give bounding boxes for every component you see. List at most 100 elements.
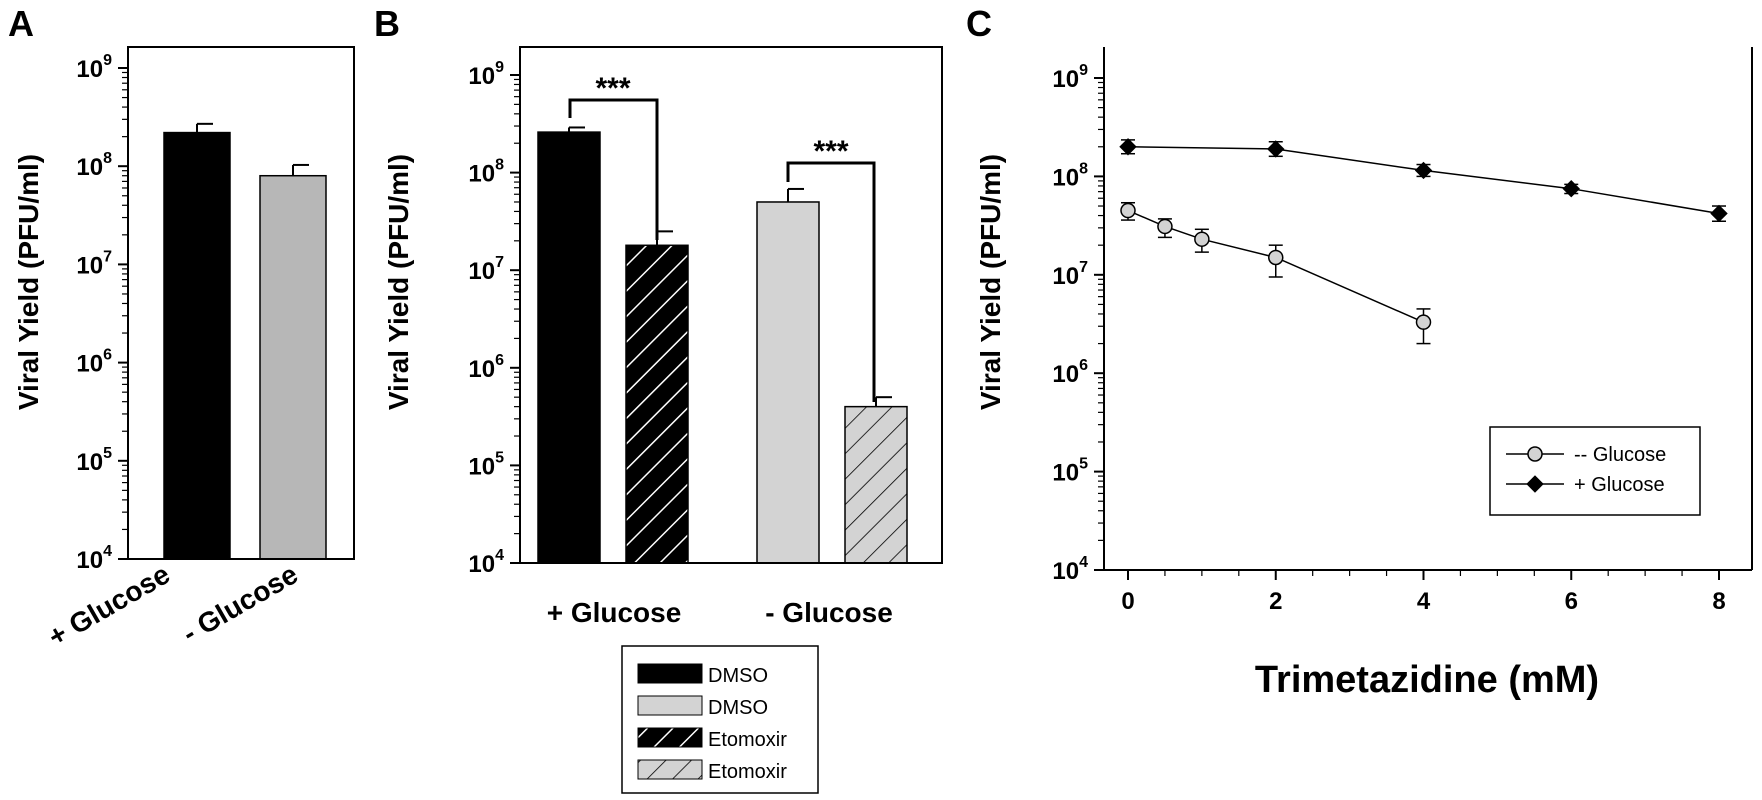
x-tick-label: 8 <box>1712 588 1725 615</box>
bracket-glucose-plus <box>568 98 659 240</box>
y-axis-label-a: Viral Yield (PFU/ml) <box>13 154 44 410</box>
x-tick-label-b-glucose-minus: - Glucose <box>765 597 893 628</box>
y-tick-label: 109 <box>76 52 112 83</box>
x-tick-label-a-glucose-minus: - Glucose <box>177 558 303 649</box>
legend-b: DMSO DMSO Etomoxir Etomoxir <box>621 645 819 794</box>
y-tick-exp: 6 <box>103 347 112 364</box>
data-point <box>1268 249 1284 266</box>
cat-label-a-plus: + Glucose <box>43 558 175 652</box>
legend-swatch <box>637 759 703 780</box>
y-tick-base: 10 <box>76 56 103 83</box>
x-tick-label: 4 <box>1417 588 1431 615</box>
x-axis-label-c: Trimetazidine (mM) <box>1255 659 1599 701</box>
y-tick-base: 10 <box>76 351 103 378</box>
y-tick-label: 108 <box>76 150 112 181</box>
series-line <box>1127 146 1720 215</box>
y-tick-label: 107 <box>468 254 504 285</box>
y-tick-label: 105 <box>76 445 112 476</box>
x-tick-label: 2 <box>1269 588 1282 615</box>
y-tick-exp: 7 <box>103 248 112 265</box>
panel-letter-c: C <box>966 3 992 44</box>
y-tick-label: 104 <box>76 543 112 574</box>
y-tick-base: 10 <box>76 449 103 476</box>
y-tick-exp: 9 <box>103 52 112 69</box>
y-tick-exp: 4 <box>1079 554 1088 571</box>
significance-glucose-plus: *** <box>595 72 630 105</box>
y-tick-label: 109 <box>1052 62 1088 93</box>
y-tick-base: 10 <box>1052 460 1079 487</box>
y-tick-exp: 8 <box>1079 160 1088 177</box>
bar-plus-etomoxir <box>625 244 689 564</box>
x-tick-label: 6 <box>1565 588 1578 615</box>
legend-swatch <box>637 695 703 716</box>
data-point <box>1119 138 1137 156</box>
y-tick-exp: 7 <box>1079 259 1088 276</box>
y-tick-exp: 9 <box>1079 62 1088 79</box>
panel-letter-b: B <box>374 3 400 44</box>
y-tick-base: 10 <box>468 63 495 90</box>
cat-label-a-minus: - Glucose <box>177 558 303 649</box>
y-tick-base: 10 <box>1052 164 1079 191</box>
y-tick-label: 106 <box>76 347 112 378</box>
y-tick-base: 10 <box>1052 361 1079 388</box>
data-point <box>1120 202 1136 219</box>
bars-a <box>163 122 327 560</box>
legend-box-c <box>1489 426 1701 516</box>
series-plus-glucose <box>1119 138 1728 223</box>
y-tick-exp: 9 <box>495 59 504 76</box>
plot-frame-b <box>519 46 943 564</box>
y-axis-label-b: Viral Yield (PFU/ml) <box>383 154 414 410</box>
legend-label: Etomoxir <box>708 729 787 751</box>
data-point <box>1710 204 1728 223</box>
bar-glucose-minus <box>259 174 327 560</box>
y-tick-label: 108 <box>1052 160 1088 191</box>
y-tick-base: 10 <box>468 551 495 578</box>
bar-minus-dmso <box>756 201 820 564</box>
y-tick-base: 10 <box>1052 66 1079 93</box>
bar-minus-etomoxir <box>844 405 908 564</box>
y-tick-base: 10 <box>468 453 495 480</box>
legend-marker <box>1527 446 1543 462</box>
y-axis-label-c: Viral Yield (PFU/ml) <box>975 154 1006 410</box>
y-tick-label: 109 <box>468 59 504 90</box>
bars-b <box>537 126 908 564</box>
y-tick-exp: 6 <box>1079 357 1088 374</box>
y-tick-exp: 7 <box>495 254 504 271</box>
panel-c: Viral Yield (PFU/ml) 104105106107108109 … <box>975 47 1753 701</box>
y-tick-label: 106 <box>468 352 504 383</box>
significance-brackets-b: *** *** <box>568 72 876 402</box>
panel-a: Viral Yield (PFU/ml) 104105106107108109 … <box>13 46 355 653</box>
y-tick-exp: 4 <box>495 547 504 564</box>
y-tick-label: 107 <box>76 248 112 279</box>
legend-swatch <box>637 663 703 684</box>
y-tick-base: 10 <box>468 161 495 188</box>
series-minus-glucose <box>1120 201 1432 345</box>
y-tick-base: 10 <box>1052 263 1079 290</box>
y-tick-base: 10 <box>1052 558 1079 585</box>
legend-marker <box>1526 475 1544 493</box>
plot-frame-a <box>127 46 355 560</box>
y-tick-exp: 4 <box>103 543 112 560</box>
legend-label: DMSO <box>708 697 768 719</box>
y-tick-base: 10 <box>76 154 103 181</box>
series-c <box>1119 138 1728 345</box>
legend-label: DMSO <box>708 665 768 687</box>
bar-plus-dmso <box>537 131 601 564</box>
x-tick-label-b-glucose-plus: + Glucose <box>547 597 682 628</box>
x-tick-label-a-glucose-plus: + Glucose <box>43 558 175 652</box>
data-point <box>1414 161 1433 180</box>
y-tick-exp: 8 <box>495 157 504 174</box>
y-tick-exp: 5 <box>103 445 112 462</box>
legend-label: Etomoxir <box>708 761 787 783</box>
y-tick-base: 10 <box>76 252 103 279</box>
x-tick-labels-c: 0 2 4 6 8 <box>1121 570 1726 615</box>
y-tick-label: 105 <box>1052 456 1088 487</box>
legend-swatch <box>637 727 703 748</box>
data-point <box>1194 231 1210 247</box>
legend-label: + Glucose <box>1574 474 1665 496</box>
bracket-glucose-minus <box>786 161 876 402</box>
y-tick-label: 105 <box>468 449 504 480</box>
